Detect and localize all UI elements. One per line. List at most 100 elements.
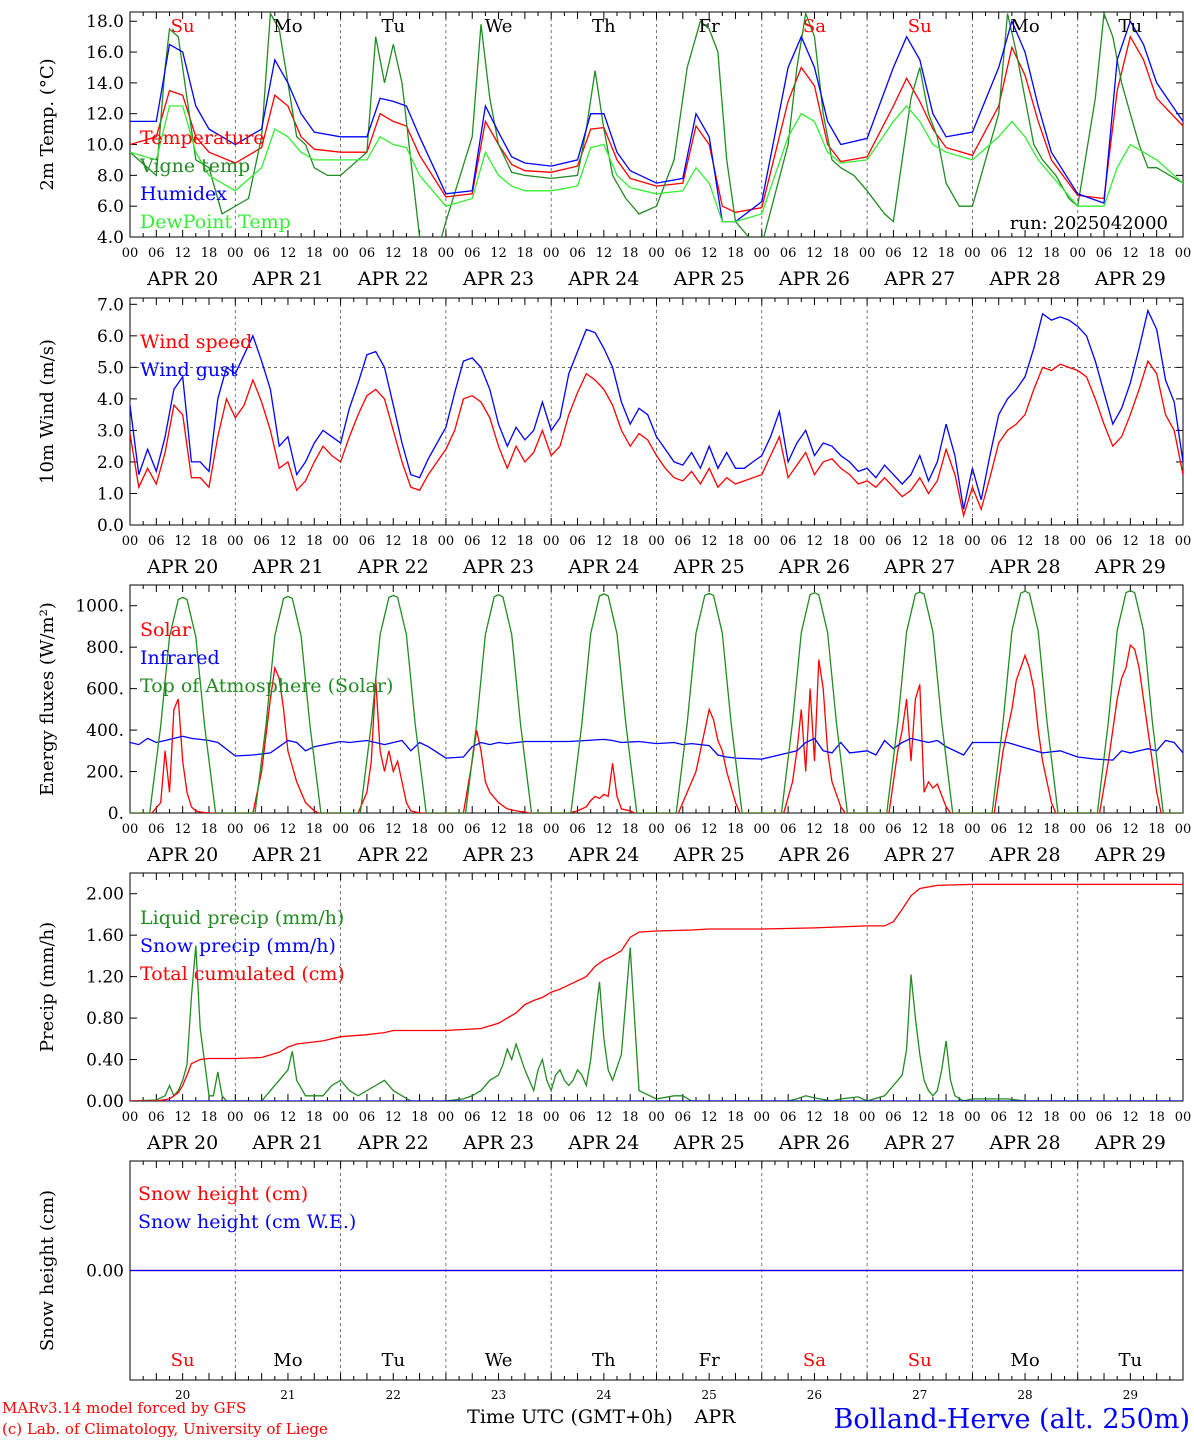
date-label: APR 28 xyxy=(989,1132,1061,1154)
hour-tick-label: 00 xyxy=(1175,246,1192,261)
hour-tick-label: 12 xyxy=(911,1110,928,1125)
y-tick-label: 4.0 xyxy=(97,228,124,248)
hour-tick-label: 00 xyxy=(754,534,771,549)
hour-tick-label: 00 xyxy=(648,534,665,549)
hour-tick-label: 06 xyxy=(990,1110,1007,1125)
y-tick-label: 1000. xyxy=(75,597,124,617)
weekday-label: We xyxy=(485,16,513,37)
legend-entry: Wind speed xyxy=(140,331,252,353)
x-axis-month: APR xyxy=(694,1406,737,1428)
hour-tick-label: 12 xyxy=(174,1110,191,1125)
y-tick-label: 18.0 xyxy=(86,12,124,32)
hour-tick-label: 18 xyxy=(517,1110,534,1125)
hour-tick-label: 06 xyxy=(1096,1110,1113,1125)
weekday-label: Su xyxy=(908,16,932,37)
hour-tick-label: 18 xyxy=(727,246,744,261)
day-number-label: 28 xyxy=(1017,1388,1032,1402)
lab-credit: (c) Lab. of Climatology, University of L… xyxy=(2,1420,328,1438)
hour-tick-label: 12 xyxy=(806,534,823,549)
date-label: APR 24 xyxy=(567,1132,639,1154)
hour-tick-label: 12 xyxy=(806,1110,823,1125)
series-line-precip-2 xyxy=(130,883,1183,1101)
date-label: APR 23 xyxy=(462,268,534,290)
y-axis-label: Precip (mm/h) xyxy=(37,922,58,1052)
date-label: APR 29 xyxy=(1094,556,1166,578)
weekday-label: Mo xyxy=(273,16,302,37)
hour-tick-label: 12 xyxy=(1122,246,1139,261)
legend-entry: Temperature xyxy=(140,127,264,149)
hour-tick-label: 18 xyxy=(833,1110,850,1125)
hour-tick-label: 06 xyxy=(359,246,376,261)
date-label: APR 22 xyxy=(357,1132,429,1154)
hour-tick-label: 06 xyxy=(148,1110,165,1125)
series-line-temperature-3 xyxy=(130,105,1183,223)
hour-tick-label: 12 xyxy=(911,822,928,837)
hour-tick-label: 18 xyxy=(411,534,428,549)
hour-tick-label: 06 xyxy=(569,822,586,837)
hour-tick-label: 12 xyxy=(1017,534,1034,549)
hour-tick-label: 18 xyxy=(306,246,323,261)
weekday-label: Mo xyxy=(1010,16,1039,37)
hour-tick-label: 12 xyxy=(385,822,402,837)
hour-tick-label: 00 xyxy=(438,246,455,261)
hour-tick-label: 06 xyxy=(253,534,270,549)
hour-tick-label: 12 xyxy=(806,246,823,261)
legend-entry: Humidex xyxy=(140,183,227,205)
hour-tick-label: 00 xyxy=(438,534,455,549)
hour-tick-label: 00 xyxy=(964,1110,981,1125)
hour-tick-label: 00 xyxy=(648,246,665,261)
date-label: APR 27 xyxy=(883,844,955,866)
panel-temperature: 4.0 6.0 8.0 10.0 12.0 14.0 16.0 18.0 2m Temp. (°… xyxy=(37,11,1192,290)
legend-entry: Infrared xyxy=(140,647,220,669)
legend-entry: Snow height (cm) xyxy=(138,1183,308,1205)
hour-tick-label: 18 xyxy=(1148,822,1165,837)
hour-tick-label: 00 xyxy=(754,822,771,837)
date-label: APR 20 xyxy=(146,268,218,290)
hour-tick-label: 12 xyxy=(385,1110,402,1125)
hour-tick-label: 00 xyxy=(543,822,560,837)
hour-tick-label: 18 xyxy=(411,822,428,837)
hour-tick-label: 00 xyxy=(438,822,455,837)
hour-tick-label: 06 xyxy=(675,1110,692,1125)
date-label: APR 23 xyxy=(462,556,534,578)
snow-panel-axis: Su Mo Tu We Th Fr Sa Su Mo Tu 20 21 22 23 24 25 26 27 28 29 xyxy=(171,1350,1142,1402)
legend-entry: Liquid precip (mm/h) xyxy=(140,907,344,929)
hour-tick-label: 18 xyxy=(201,246,218,261)
hour-tick-label: 12 xyxy=(174,534,191,549)
hour-tick-label: 12 xyxy=(174,246,191,261)
y-tick-label: 7.0 xyxy=(97,295,124,315)
date-label: APR 25 xyxy=(673,1132,745,1154)
date-label: APR 29 xyxy=(1094,1132,1166,1154)
hour-tick-label: 06 xyxy=(359,1110,376,1125)
hour-tick-label: 18 xyxy=(306,822,323,837)
weekday-label: Tu xyxy=(1119,16,1143,37)
legend-entry: Wind gust xyxy=(140,359,238,381)
hour-tick-label: 06 xyxy=(464,534,481,549)
hour-tick-label: 18 xyxy=(833,246,850,261)
series-line-precip-0 xyxy=(130,945,1183,1101)
hour-tick-label: 12 xyxy=(280,1110,297,1125)
y-tick-label: 6.0 xyxy=(97,327,124,347)
hour-tick-label: 18 xyxy=(201,822,218,837)
hour-tick-label: 18 xyxy=(517,534,534,549)
hour-tick-label: 00 xyxy=(227,534,244,549)
series-line-wind-1 xyxy=(130,308,1183,510)
hour-tick-label: 18 xyxy=(306,1110,323,1125)
weekday-label: Tu xyxy=(381,16,405,37)
y-tick-label: 3.0 xyxy=(97,421,124,441)
hour-tick-label: 12 xyxy=(701,1110,718,1125)
hour-tick-label: 00 xyxy=(859,1110,876,1125)
panel-precip: 0.00 0.40 0.80 1.20 1.60 2.00 Precip (mm/h) Liq… xyxy=(37,872,1191,1154)
hour-tick-label: 18 xyxy=(411,1110,428,1125)
y-tick-label: 1.20 xyxy=(86,968,124,988)
y-tick-label: 1.0 xyxy=(97,484,124,504)
y-tick-label: 800. xyxy=(86,638,124,658)
legend-entry: Snow height (cm W.E.) xyxy=(138,1211,356,1233)
date-label: APR 26 xyxy=(778,268,850,290)
y-tick-label: 200. xyxy=(86,763,124,783)
hour-tick-label: 12 xyxy=(490,822,507,837)
y-tick-label: 8.0 xyxy=(97,166,124,186)
hour-tick-label: 18 xyxy=(622,822,639,837)
series-line-wind-0 xyxy=(130,359,1183,519)
hour-tick-label: 06 xyxy=(1096,246,1113,261)
